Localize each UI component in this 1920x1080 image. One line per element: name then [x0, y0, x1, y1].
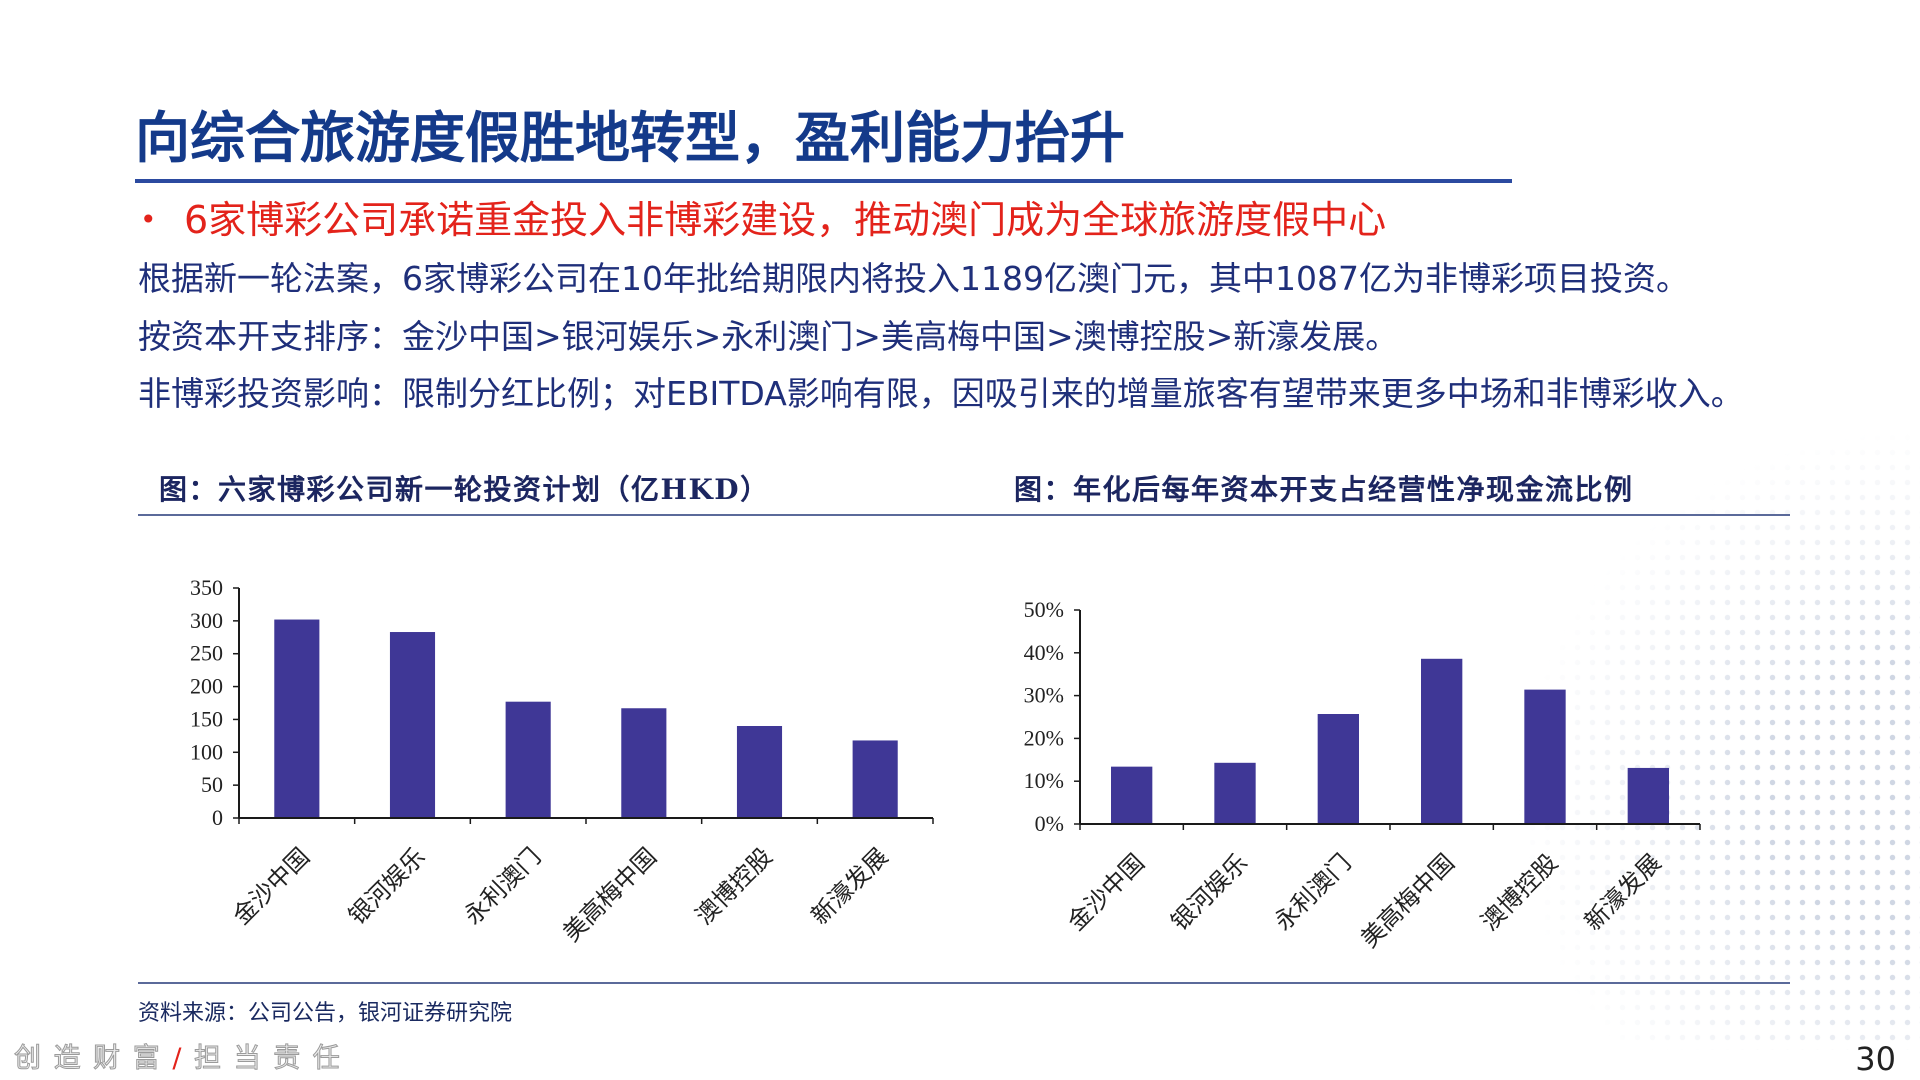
- y-tick-label: 150: [190, 706, 223, 731]
- page-number: 30: [1855, 1040, 1896, 1078]
- capex-ratio-chart-title: 图：年化后每年资本开支占经营性净现金流比例: [1014, 473, 1634, 506]
- capex-ratio-bar-1: [1111, 766, 1153, 824]
- capex-ratio-bar-3: [1317, 714, 1359, 824]
- key-point-text: 6家博彩公司承诺重金投入非博彩建设，推动澳门成为全球旅游度假中心: [184, 198, 1387, 242]
- investment-bar-1: [274, 619, 320, 818]
- chart-header-divider: [138, 514, 1790, 516]
- category-label-5: 澳博控股: [690, 842, 778, 930]
- investment-plan-chart: 0 50 100 150 200 250 300 350 金沙中国 银河娱乐 永利澳门 美高梅中国 澳博…: [190, 575, 934, 947]
- capex-ratio-bar-5: [1524, 689, 1566, 824]
- y-tick-label: 40%: [1024, 640, 1064, 665]
- y-tick-label: 350: [190, 575, 223, 600]
- slide-title: 向综合旅游度假胜地转型，盈利能力抬升: [135, 106, 1126, 170]
- slogan-left: 创 造 财 富: [14, 1043, 162, 1075]
- y-tick-label: 300: [190, 608, 223, 633]
- bullet-marker: •: [140, 203, 157, 236]
- investment-bar-2: [389, 632, 436, 818]
- investment-bar-4: [621, 708, 667, 818]
- category-label-6: 新濠发展: [1579, 848, 1667, 936]
- source-note: 资料来源：公司公告，银河证券研究院: [138, 1001, 513, 1026]
- body-line-capex-ranking: 按资本开支排序：金沙中国>银河娱乐>永利澳门>美高梅中国>澳博控股>新濠发展。: [138, 317, 1399, 356]
- investment-chart-title: 图：六家博彩公司新一轮投资计划（亿HKD）: [159, 473, 770, 506]
- body-line-investment: 根据新一轮法案，6家博彩公司在10年批给期限内将投入1189亿澳门元，其中108…: [138, 259, 1689, 298]
- y-tick-label: 30%: [1024, 683, 1064, 708]
- slogan-right: 担 当 责 任: [194, 1043, 342, 1075]
- y-tick-label: 50: [201, 772, 223, 797]
- chart-footer-divider: [138, 982, 1790, 984]
- category-label-2: 银河娱乐: [343, 842, 431, 930]
- investment-bar-5: [736, 726, 783, 818]
- y-tick-label: 50%: [1024, 597, 1064, 622]
- investment-bar-6: [852, 740, 898, 818]
- category-label-4: 美高梅中国: [1355, 848, 1460, 953]
- body-line-impact: 非博彩投资影响：限制分红比例；对EBITDA影响有限，因吸引来的增量旅客有望带来…: [138, 374, 1744, 413]
- capex-ratio-bar-6: [1627, 767, 1669, 824]
- capex-ratio-bar-2: [1214, 762, 1256, 824]
- y-tick-label: 100: [190, 739, 223, 764]
- y-tick-label: 10%: [1024, 768, 1064, 793]
- footer-slogan: 创 造 财 富 / 担 当 责 任: [14, 1042, 342, 1076]
- y-tick-label: 250: [190, 641, 223, 666]
- capex-ratio-bar-4: [1421, 658, 1463, 824]
- category-label-2: 银河娱乐: [1166, 848, 1254, 936]
- title-underline: [135, 179, 1512, 183]
- investment-bar-3: [505, 701, 551, 818]
- category-label-3: 永利澳门: [459, 842, 547, 930]
- category-label-4: 美高梅中国: [557, 842, 662, 947]
- category-label-6: 新濠发展: [806, 842, 894, 930]
- category-label-5: 澳博控股: [1476, 848, 1564, 936]
- y-tick-label: 0: [212, 805, 223, 830]
- y-tick-label: 0%: [1035, 811, 1064, 836]
- y-tick-label: 200: [190, 674, 223, 699]
- category-label-3: 永利澳门: [1269, 848, 1357, 936]
- category-label-1: 金沙中国: [1062, 848, 1150, 936]
- y-tick-label: 20%: [1024, 725, 1064, 750]
- category-label-1: 金沙中国: [227, 842, 315, 930]
- slogan-separator: /: [172, 1043, 184, 1074]
- key-point: • 6家博彩公司承诺重金投入非博彩建设，推动澳门成为全球旅游度假中心: [140, 198, 1386, 242]
